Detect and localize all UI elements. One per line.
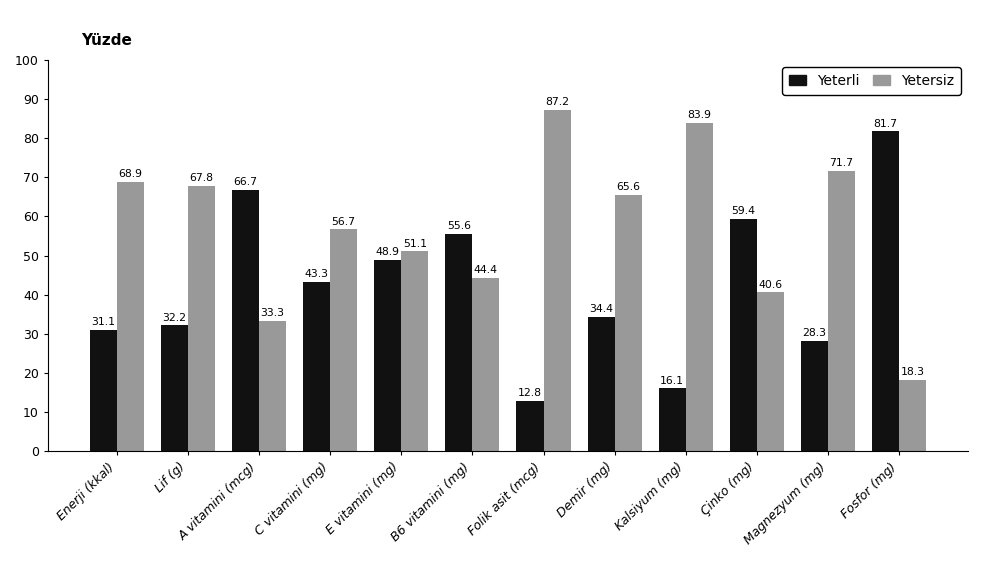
Bar (544, 110, 570, 451)
Text: 32.2: 32.2 (162, 312, 187, 323)
Text: 34.4: 34.4 (589, 304, 613, 314)
Bar (729, 219, 757, 451)
Text: 31.1: 31.1 (91, 317, 115, 327)
Text: 48.9: 48.9 (376, 247, 400, 257)
Text: 67.8: 67.8 (190, 173, 213, 183)
Text: 43.3: 43.3 (305, 269, 328, 279)
Text: 55.6: 55.6 (447, 221, 471, 231)
Text: 65.6: 65.6 (616, 182, 640, 192)
Bar (659, 388, 686, 451)
Bar (330, 229, 357, 451)
Bar (232, 190, 259, 451)
Bar (872, 132, 899, 451)
Text: 81.7: 81.7 (874, 119, 897, 129)
Text: 16.1: 16.1 (661, 375, 684, 386)
Bar (899, 380, 926, 451)
Text: 28.3: 28.3 (802, 328, 827, 338)
Bar (161, 325, 188, 451)
Text: 33.3: 33.3 (260, 308, 284, 318)
Text: 68.9: 68.9 (118, 169, 143, 179)
Bar (375, 260, 401, 451)
Bar (303, 282, 330, 451)
Bar (473, 278, 499, 451)
Bar (614, 194, 642, 451)
Text: 87.2: 87.2 (545, 97, 569, 107)
Text: 56.7: 56.7 (331, 216, 356, 226)
Bar (117, 182, 144, 451)
Bar (401, 251, 429, 451)
Bar (828, 171, 855, 451)
Bar (516, 401, 544, 451)
Text: 44.4: 44.4 (474, 265, 498, 275)
Bar (588, 316, 614, 451)
Bar (188, 186, 215, 451)
Bar (801, 341, 828, 451)
Text: 71.7: 71.7 (830, 158, 853, 168)
Text: 18.3: 18.3 (900, 367, 925, 377)
Bar (757, 292, 783, 451)
Text: 59.4: 59.4 (731, 206, 755, 216)
Legend: Yeterli, Yetersiz: Yeterli, Yetersiz (782, 67, 961, 94)
Bar (89, 329, 117, 451)
Text: 12.8: 12.8 (518, 388, 542, 398)
Text: 40.6: 40.6 (758, 280, 782, 289)
Bar (259, 321, 286, 451)
Bar (445, 234, 473, 451)
Text: 83.9: 83.9 (687, 110, 712, 120)
Text: Yüzde: Yüzde (82, 33, 132, 48)
Text: 66.7: 66.7 (234, 178, 258, 188)
Text: 51.1: 51.1 (403, 238, 427, 248)
Bar (686, 123, 713, 451)
